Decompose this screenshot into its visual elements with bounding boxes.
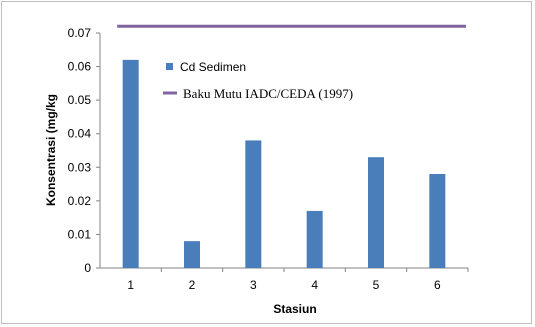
x-tick-label: 3 [250,278,257,292]
y-tick-label: 0.06 [68,60,92,74]
x-tick-label: 5 [373,278,380,292]
x-axis-title: Stasiun [273,302,316,316]
bar-cd-sedimen [429,174,446,268]
y-tick-label: 0.01 [68,227,92,241]
bar-cd-sedimen [306,210,323,268]
x-tick-label: 1 [127,278,134,292]
legend-label-baku-mutu: Baku Mutu IADC/CEDA (1997) [183,86,353,101]
bar-cd-sedimen [368,157,384,268]
x-tick-label: 2 [189,278,196,292]
y-tick-label: 0 [84,261,91,275]
bar-cd-sedimen [122,59,139,268]
bar-group [122,59,446,268]
x-tick-label: 6 [434,278,441,292]
y-tick-label: 0.07 [68,26,92,40]
y-axis-title: Konsentrasi (mg/kg [44,94,58,206]
x-tick-label: 4 [311,278,318,292]
y-tick-label: 0.03 [68,160,92,174]
bar-cd-sedimen [184,241,200,268]
legend-label-cd-sedimen: Cd Sedimen [180,60,246,74]
x-tick-group: 1 2 3 4 5 6 [127,268,469,292]
y-tick-label: 0.04 [68,127,92,141]
bar-cd-sedimen [245,140,262,268]
y-tick-label: 0.05 [68,93,92,107]
legend-swatch-cd-sedimen [166,63,173,70]
y-tick-group: 0 0.01 0.02 0.03 0.04 0.05 0.06 0.07 [68,26,100,275]
y-tick-label: 0.02 [68,194,92,208]
